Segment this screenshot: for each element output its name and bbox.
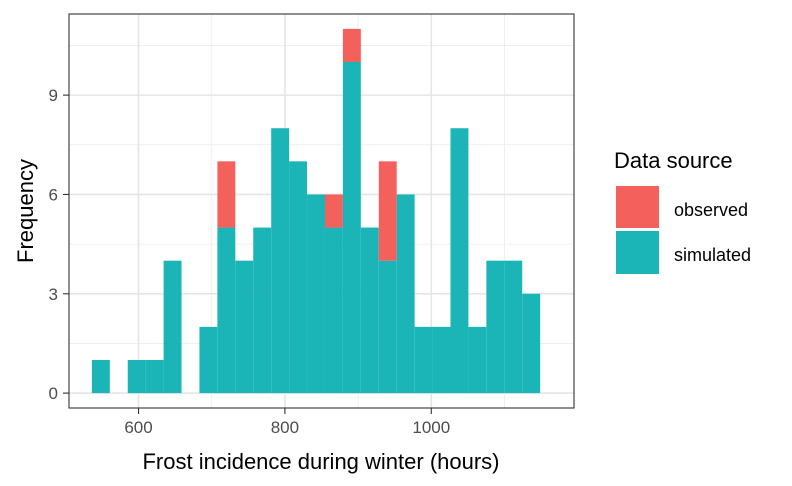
x-axis-title: Frost incidence during winter (hours) (142, 449, 499, 474)
legend-swatch-observed (616, 186, 659, 228)
bar-simulated (486, 260, 505, 394)
bar-simulated (271, 128, 290, 394)
x-tick-label: 600 (124, 418, 152, 437)
y-axis-title: Frequency (13, 159, 38, 263)
bar-observed (217, 161, 236, 228)
bar-simulated (235, 260, 254, 394)
bar-simulated (396, 194, 415, 394)
bar-simulated (504, 260, 523, 394)
legend-title: Data source (614, 148, 733, 173)
bar-simulated (289, 161, 308, 394)
bar-simulated (145, 359, 164, 394)
bar-simulated (91, 359, 110, 394)
bar-observed (342, 28, 361, 63)
y-tick-label: 6 (49, 185, 58, 204)
legend-label-observed: observed (674, 200, 748, 220)
bar-simulated (163, 260, 182, 394)
legend: Data source observed simulated (614, 148, 751, 274)
x-tick-label: 1000 (412, 418, 450, 437)
bar-simulated (217, 227, 236, 394)
y-tick-label: 3 (49, 285, 58, 304)
legend-label-simulated: simulated (674, 245, 751, 265)
y-tick-label: 0 (49, 384, 58, 403)
legend-swatch-simulated (616, 231, 659, 274)
bar-simulated (253, 227, 272, 394)
bar-simulated (127, 359, 146, 394)
bar-simulated (342, 62, 361, 394)
y-tick-label: 9 (49, 86, 58, 105)
bar-simulated (522, 293, 541, 394)
y-axis-ticks: 0 3 6 9 (49, 86, 69, 403)
histogram-bars (91, 28, 541, 394)
bar-simulated (432, 326, 451, 394)
bar-simulated (450, 128, 469, 394)
bar-simulated (468, 326, 487, 394)
bar-simulated (307, 194, 325, 394)
x-axis-ticks: 600 800 1000 (124, 408, 450, 437)
bar-observed (378, 161, 397, 261)
x-tick-label: 800 (271, 418, 299, 437)
bar-simulated (324, 227, 343, 394)
bar-observed (324, 194, 343, 228)
plot-panel-border (68, 13, 575, 409)
bar-simulated (414, 326, 433, 394)
bar-simulated (378, 260, 397, 394)
bar-simulated (199, 326, 218, 394)
bar-simulated (360, 227, 379, 394)
